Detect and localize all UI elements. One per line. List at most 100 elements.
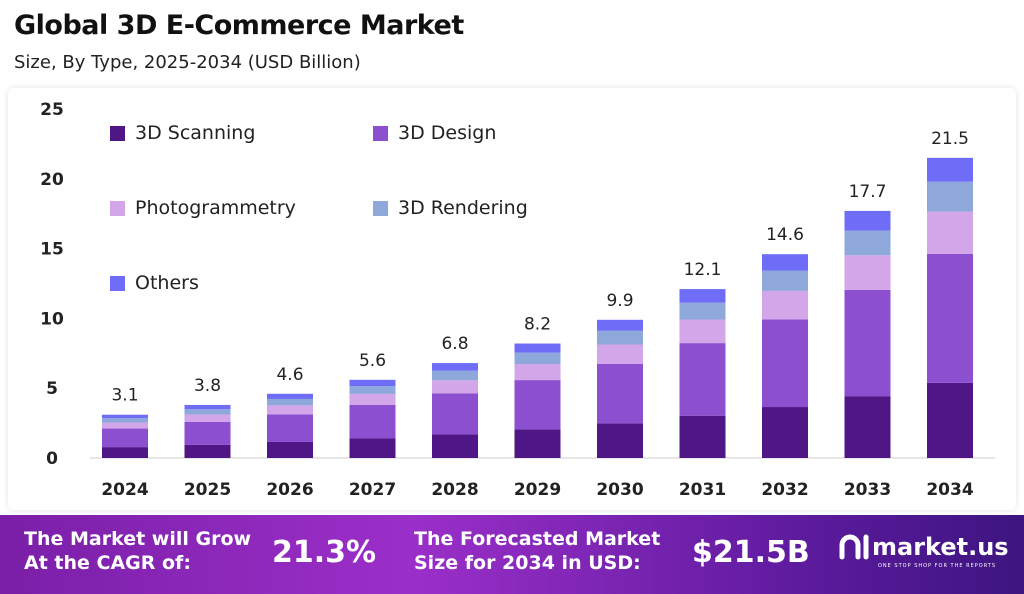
bar-segment-3d-scanning (349, 438, 396, 458)
legend-label: 3D Design (398, 122, 497, 144)
legend-item-3d-scanning: 3D Scanning (110, 122, 255, 144)
bar-segment-3d-scanning (102, 447, 148, 458)
footer-banner: The Market will Grow At the CAGR of: 21.… (0, 515, 1024, 594)
total-data-label: 8.2 (524, 315, 551, 335)
bar-segment-photogrammetry (679, 319, 726, 344)
legend-swatch (110, 200, 125, 216)
bar-segment-3d-rendering (514, 352, 561, 365)
y-tick-label: 10 (40, 309, 64, 329)
bar-segment-3d-rendering (597, 330, 643, 345)
bar-segment-3d-scanning (514, 429, 561, 458)
total-data-label: 3.1 (111, 386, 138, 406)
bar-segment-photogrammetry (267, 405, 313, 415)
legend-swatch (110, 125, 125, 141)
x-tick-label: 2030 (596, 480, 643, 500)
bar-segment-others (597, 319, 643, 331)
bar-segment-3d-design (184, 421, 231, 445)
bar-segment-3d-scanning (844, 396, 891, 458)
brand-name: market.us (872, 533, 1009, 561)
bar-segment-photogrammetry (844, 255, 891, 290)
bar-segment-3d-design (432, 393, 478, 435)
bar-segment-others (102, 414, 148, 419)
bar-segment-3d-design (927, 253, 973, 383)
bar-segment-3d-design (679, 343, 726, 416)
bar-segment-others (762, 254, 808, 271)
bar-segment-3d-rendering (927, 181, 973, 212)
bar-segment-3d-design (597, 363, 643, 424)
legend-label: 3D Scanning (135, 122, 256, 144)
x-tick-label: 2027 (349, 480, 396, 500)
bar-segment-3d-scanning (432, 434, 478, 458)
y-tick-label: 20 (40, 170, 64, 190)
legend-swatch (373, 200, 388, 216)
bar-segment-3d-rendering (844, 230, 891, 256)
y-tick-label: 0 (46, 449, 58, 469)
legend-item-3d-design: 3D Design (373, 122, 496, 144)
x-tick-label: 2034 (926, 480, 973, 500)
x-tick-label: 2024 (101, 480, 148, 500)
legend-item-3d-rendering: 3D Rendering (373, 197, 528, 219)
bar-segment-photogrammetry (514, 364, 561, 381)
market-us-logo: market.us ONE STOP SHOP FOR THE REPORTS (838, 533, 1009, 569)
bar-segment-3d-rendering (432, 370, 478, 381)
bar-segment-photogrammetry (102, 422, 148, 429)
legend-swatch (373, 125, 388, 141)
bar-segment-3d-rendering (762, 270, 808, 291)
bar-segment-3d-design (844, 289, 891, 397)
bar-segment-others (432, 363, 478, 371)
bar-segment-photogrammetry (762, 290, 808, 320)
total-data-label: 3.8 (194, 376, 221, 396)
chart-subtitle: Size, By Type, 2025-2034 (USD Billion) (14, 52, 361, 73)
y-tick-label: 5 (46, 379, 58, 399)
legend-label: 3D Rendering (398, 197, 528, 219)
bar-segment-3d-design (762, 319, 808, 408)
brand-tagline: ONE STOP SHOP FOR THE REPORTS (878, 563, 997, 569)
total-data-label: 12.1 (684, 260, 722, 280)
bar-segment-photogrammetry (927, 211, 973, 254)
stacked-bar-chart: 05101520253.120243.820254.620265.620276.… (40, 100, 995, 500)
y-tick-label: 15 (40, 240, 64, 260)
total-data-label: 4.6 (276, 365, 303, 385)
chart-title: Global 3D E-Commerce Market (14, 10, 464, 41)
bar-segment-3d-scanning (184, 444, 231, 458)
bar-segment-others (927, 157, 973, 182)
bar-segment-others (184, 404, 231, 410)
x-tick-label: 2031 (679, 480, 726, 500)
bar-segment-3d-design (267, 414, 313, 442)
total-data-label: 9.9 (606, 291, 633, 311)
bar-segment-3d-scanning (679, 415, 726, 458)
bar-segment-3d-scanning (762, 407, 808, 458)
legend-label: Photogrammetry (135, 197, 296, 219)
legend-item-photogrammetry: Photogrammetry (110, 197, 296, 219)
bar-segment-others (514, 343, 561, 353)
bar-segment-photogrammetry (432, 380, 478, 394)
x-tick-label: 2028 (431, 480, 478, 500)
total-data-label: 14.6 (766, 225, 804, 245)
x-tick-label: 2033 (844, 480, 891, 500)
cagr-value: 21.3% (272, 535, 377, 570)
legend-label: Others (135, 272, 199, 294)
bar-segment-3d-scanning (597, 423, 643, 458)
x-tick-label: 2025 (184, 480, 231, 500)
bar-segment-3d-rendering (102, 418, 148, 423)
total-data-label: 17.7 (849, 182, 887, 202)
x-tick-label: 2026 (266, 480, 313, 500)
bar-segment-others (349, 379, 396, 387)
bar-segment-3d-scanning (267, 441, 313, 458)
market-us-logo-icon (839, 534, 869, 560)
legend-swatch (110, 275, 125, 291)
bar-segment-photogrammetry (349, 393, 396, 405)
x-tick-label: 2029 (514, 480, 561, 500)
x-tick-label: 2032 (761, 480, 808, 500)
bar-segment-3d-rendering (184, 409, 231, 415)
bar-segment-others (267, 393, 313, 399)
y-tick-label: 25 (40, 100, 64, 120)
bar-segment-others (844, 210, 891, 231)
bar-segment-3d-design (349, 404, 396, 439)
bar-segment-3d-rendering (679, 302, 726, 320)
cagr-label: The Market will Grow At the CAGR of: (24, 528, 252, 574)
total-data-label: 6.8 (441, 334, 468, 354)
bar-segment-3d-design (102, 428, 148, 448)
bar-segment-photogrammetry (184, 414, 231, 422)
bar-segment-3d-rendering (349, 386, 396, 394)
